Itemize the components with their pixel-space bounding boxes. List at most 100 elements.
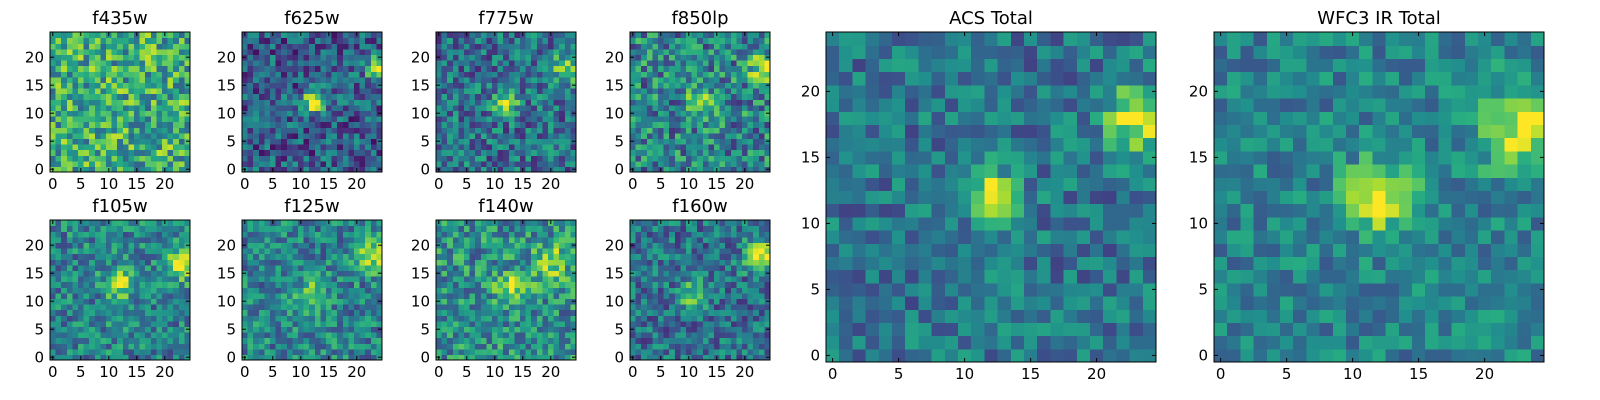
heatmap-cell: [145, 82, 152, 89]
heatmap-cell: [264, 88, 271, 95]
heatmap-cell: [298, 54, 305, 61]
heatmap-cell: [270, 276, 277, 283]
heatmap-cell: [365, 315, 372, 322]
heatmap-cell: [514, 166, 521, 173]
heatmap-cell: [646, 110, 653, 117]
heatmap-cell: [497, 242, 504, 249]
heatmap-cell: [78, 276, 85, 283]
heatmap-cell: [764, 287, 771, 294]
heatmap-cell: [303, 298, 310, 305]
heatmap-cell: [247, 309, 254, 316]
heatmap-cell: [452, 354, 459, 361]
heatmap-cell: [486, 287, 493, 294]
heatmap-cell: [376, 60, 383, 67]
heatmap-cell: [514, 104, 521, 111]
heatmap-cell: [492, 65, 499, 72]
heatmap-cell: [354, 253, 361, 260]
heatmap-cell: [503, 65, 510, 72]
heatmap-cell: [258, 54, 265, 61]
heatmap-cell: [298, 160, 305, 167]
heatmap-cell: [320, 248, 327, 255]
heatmap-cell: [150, 127, 157, 134]
heatmap-cell: [447, 304, 454, 311]
heatmap-cell: [436, 60, 443, 67]
heatmap-cell: [469, 60, 476, 67]
heatmap-cell: [736, 354, 743, 361]
heatmap-cell: [72, 54, 79, 61]
heatmap-cell: [630, 320, 637, 327]
heatmap-cell: [331, 104, 338, 111]
heatmap-cell: [719, 292, 726, 299]
heatmap-cell: [669, 354, 676, 361]
heatmap-cell: [264, 231, 271, 238]
heatmap-cell: [145, 320, 152, 327]
panel-title: f140w: [478, 196, 533, 217]
heatmap-cell: [669, 104, 676, 111]
heatmap-cell: [536, 37, 543, 44]
heatmap-cell: [106, 110, 113, 117]
heatmap-cell: [258, 99, 265, 106]
heatmap-cell: [691, 281, 698, 288]
heatmap-cell: [139, 37, 146, 44]
heatmap-cell: [275, 354, 282, 361]
heatmap-cell: [635, 76, 642, 83]
heatmap-cell: [281, 110, 288, 117]
heatmap-cell: [486, 253, 493, 260]
heatmap-cell: [520, 104, 527, 111]
heatmap-cell: [111, 127, 118, 134]
heatmap-cell: [764, 160, 771, 167]
heatmap-cell: [111, 166, 118, 173]
heatmap-cell: [441, 332, 448, 339]
heatmap-cell: [72, 32, 79, 39]
heatmap-cell: [122, 160, 129, 167]
heatmap-cell: [492, 343, 499, 350]
heatmap-cell: [525, 71, 532, 78]
heatmap-cell: [514, 231, 521, 238]
heatmap-cell: [156, 54, 163, 61]
heatmap-cell: [184, 37, 191, 44]
heatmap-cell: [646, 88, 653, 95]
heatmap-cell: [376, 315, 383, 322]
heatmap-cell: [173, 82, 180, 89]
heatmap-cell: [258, 60, 265, 67]
heatmap-cell: [292, 231, 299, 238]
heatmap-cell: [139, 155, 146, 162]
heatmap-cell: [514, 298, 521, 305]
heatmap-cell: [100, 225, 107, 232]
heatmap-cell: [514, 332, 521, 339]
heatmap-cell: [359, 287, 366, 294]
heatmap-cell: [348, 160, 355, 167]
heatmap-cell: [486, 132, 493, 139]
heatmap-cell: [253, 54, 260, 61]
heatmap-cell: [134, 236, 141, 243]
heatmap-cell: [162, 259, 169, 266]
heatmap-cell: [178, 166, 185, 173]
heatmap-cell: [320, 54, 327, 61]
heatmap-cell: [486, 104, 493, 111]
heatmap-cell: [162, 48, 169, 55]
heatmap-cell: [725, 304, 732, 311]
heatmap-cell: [162, 71, 169, 78]
heatmap-cell: [337, 37, 344, 44]
heatmap-cell: [139, 343, 146, 350]
heatmap-cell: [314, 65, 321, 72]
heatmap-cell: [66, 304, 73, 311]
heatmap-cell: [145, 276, 152, 283]
heatmap-cell: [702, 88, 709, 95]
heatmap-cell: [663, 138, 670, 145]
heatmap-cell: [258, 253, 265, 260]
heatmap-cell: [641, 121, 648, 128]
heatmap-cell: [83, 121, 90, 128]
heatmap-cell: [658, 65, 665, 72]
heatmap-cell: [464, 138, 471, 145]
heatmap-cell: [564, 149, 571, 156]
heatmap-cell: [492, 121, 499, 128]
heatmap-cell: [145, 298, 152, 305]
heatmap-cell: [570, 236, 577, 243]
heatmap-cell: [94, 326, 101, 333]
heatmap-cell: [184, 65, 191, 72]
heatmap-cell: [281, 65, 288, 72]
heatmap-cell: [348, 144, 355, 151]
heatmap-cell: [128, 281, 135, 288]
heatmap-cell: [564, 304, 571, 311]
